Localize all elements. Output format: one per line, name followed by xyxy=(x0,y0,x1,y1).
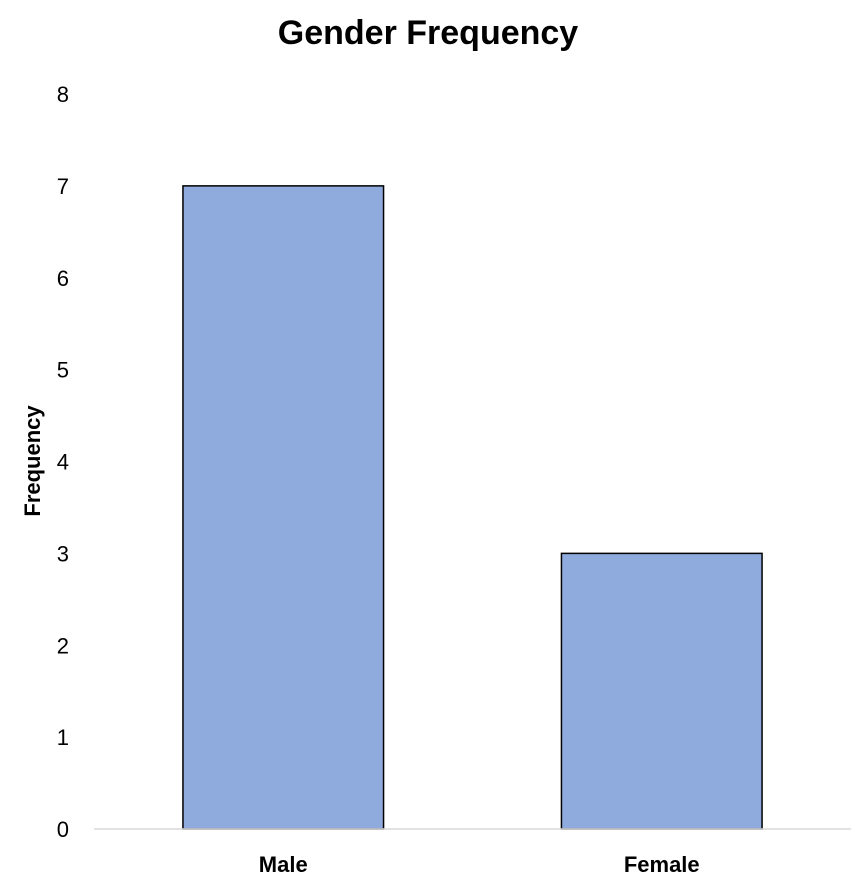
y-axis-label: Frequency xyxy=(20,405,45,517)
chart-title: Gender Frequency xyxy=(278,14,579,52)
y-tick-label: 6 xyxy=(57,266,69,291)
x-tick-label: Female xyxy=(624,852,700,877)
y-tick-label: 3 xyxy=(57,541,69,566)
bars-group xyxy=(182,185,763,830)
y-tick-label: 5 xyxy=(57,358,69,383)
y-tick-label: 1 xyxy=(57,725,69,750)
bar-female xyxy=(560,552,763,830)
y-tick-label: 8 xyxy=(57,82,69,107)
y-axis-ticks: 0 1 2 3 4 5 6 7 8 xyxy=(57,82,69,842)
x-tick-label: Male xyxy=(259,852,308,877)
bar-male xyxy=(182,185,385,830)
y-tick-label: 0 xyxy=(57,817,69,842)
y-tick-label: 4 xyxy=(57,450,69,475)
x-axis-ticks: Male Female xyxy=(259,852,700,877)
y-tick-label: 7 xyxy=(57,174,69,199)
y-tick-label: 2 xyxy=(57,633,69,658)
